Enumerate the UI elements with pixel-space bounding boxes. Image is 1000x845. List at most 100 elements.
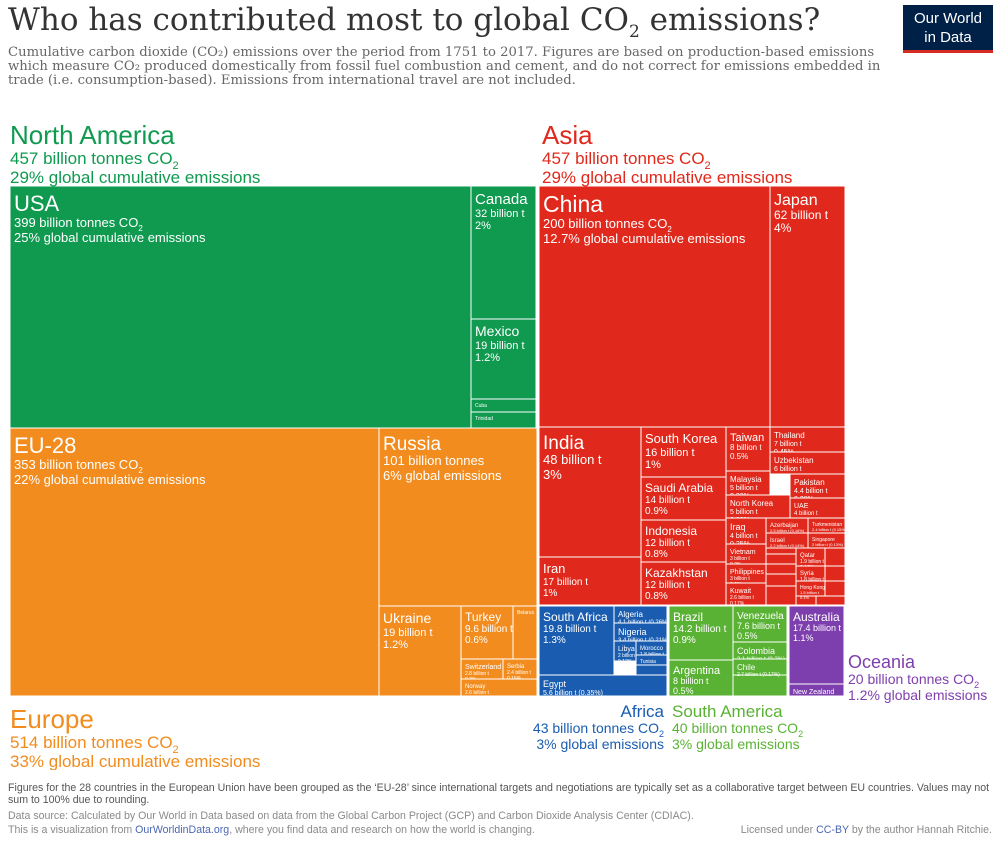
country-name: Singapore <box>812 537 835 543</box>
country-value: 3 billion t <box>730 576 750 582</box>
country-name: Canada <box>475 191 528 208</box>
country-value: 0.16% <box>465 696 480 702</box>
country-name: Turkey <box>465 610 501 624</box>
license-after: by the author Hannah Ritchie. <box>848 824 992 836</box>
country-value: 0.8% <box>645 591 668 602</box>
country-name: Russia <box>383 434 442 455</box>
country-value: 12.7% global cumulative emissions <box>543 231 746 246</box>
country-value: 0.9% <box>645 506 668 517</box>
chart-title: Who has contributed most to global CO2 e… <box>8 2 820 42</box>
license-link[interactable]: CC-BY <box>816 824 849 836</box>
country-cell <box>725 426 771 472</box>
country-cell <box>725 470 771 496</box>
country-name: UAE <box>794 503 809 510</box>
country-name: Uzbekistan <box>774 456 814 465</box>
owid-logo[interactable]: Our World in Data <box>903 5 993 53</box>
country-name: Cuba <box>475 403 487 409</box>
country-value: 2 billion t <box>618 653 638 659</box>
country-value: 7.6 billion t <box>737 621 781 631</box>
logo-accent-bar <box>903 50 993 53</box>
country-name: Argentina <box>673 665 721 677</box>
country-value: 12 billion t <box>645 538 690 549</box>
country-value: 0.4% <box>774 474 790 481</box>
region-value: 33% global cumulative emissions <box>10 752 260 770</box>
country-name: Brazil <box>673 610 703 624</box>
country-value: 101 billion tonnes <box>383 453 485 468</box>
country-belarus[interactable]: Belarus <box>512 605 538 660</box>
country-value: 1.5 billion t <box>800 590 820 595</box>
region-value: 1.2% global emissions <box>848 687 987 703</box>
country-cell <box>732 605 788 643</box>
country-cuba[interactable]: Cuba <box>470 398 537 413</box>
country-cell <box>512 605 538 660</box>
region-name: North America <box>10 120 175 150</box>
country-name: Turkmenistan <box>812 522 842 528</box>
credit-before: This is a visualization from <box>8 824 136 836</box>
country-cell <box>635 654 668 666</box>
minor-country-cell <box>765 563 797 575</box>
country-tunisia[interactable]: Tunisia <box>635 654 668 666</box>
region-value: 457 billion tonnes CO2 <box>542 149 711 172</box>
country-cell <box>538 674 668 697</box>
owid-link[interactable]: OurWorldinData.org <box>135 824 230 836</box>
country-value: 19 billion t <box>475 340 525 352</box>
footnote: Figures for the 28 countries in the Euro… <box>8 782 990 806</box>
country-cell <box>538 605 615 676</box>
country-value: 8 billion t <box>673 676 709 686</box>
country-name: Iraq <box>730 522 746 532</box>
country-cell <box>640 519 727 563</box>
country-cell <box>470 185 537 320</box>
country-value: 1% <box>645 459 661 471</box>
country-trinidad[interactable]: Trinidad <box>470 411 537 429</box>
country-name: Japan <box>774 192 818 209</box>
license-line: Licensed under CC-BY by the author Hanna… <box>741 824 992 836</box>
country-value: 3% <box>543 467 562 482</box>
country-name: Norway <box>465 684 485 690</box>
country-value: 1.7 billion t (0.11%) <box>793 696 836 702</box>
country-cell <box>9 185 472 429</box>
country-value: 5 billion t <box>730 509 758 516</box>
